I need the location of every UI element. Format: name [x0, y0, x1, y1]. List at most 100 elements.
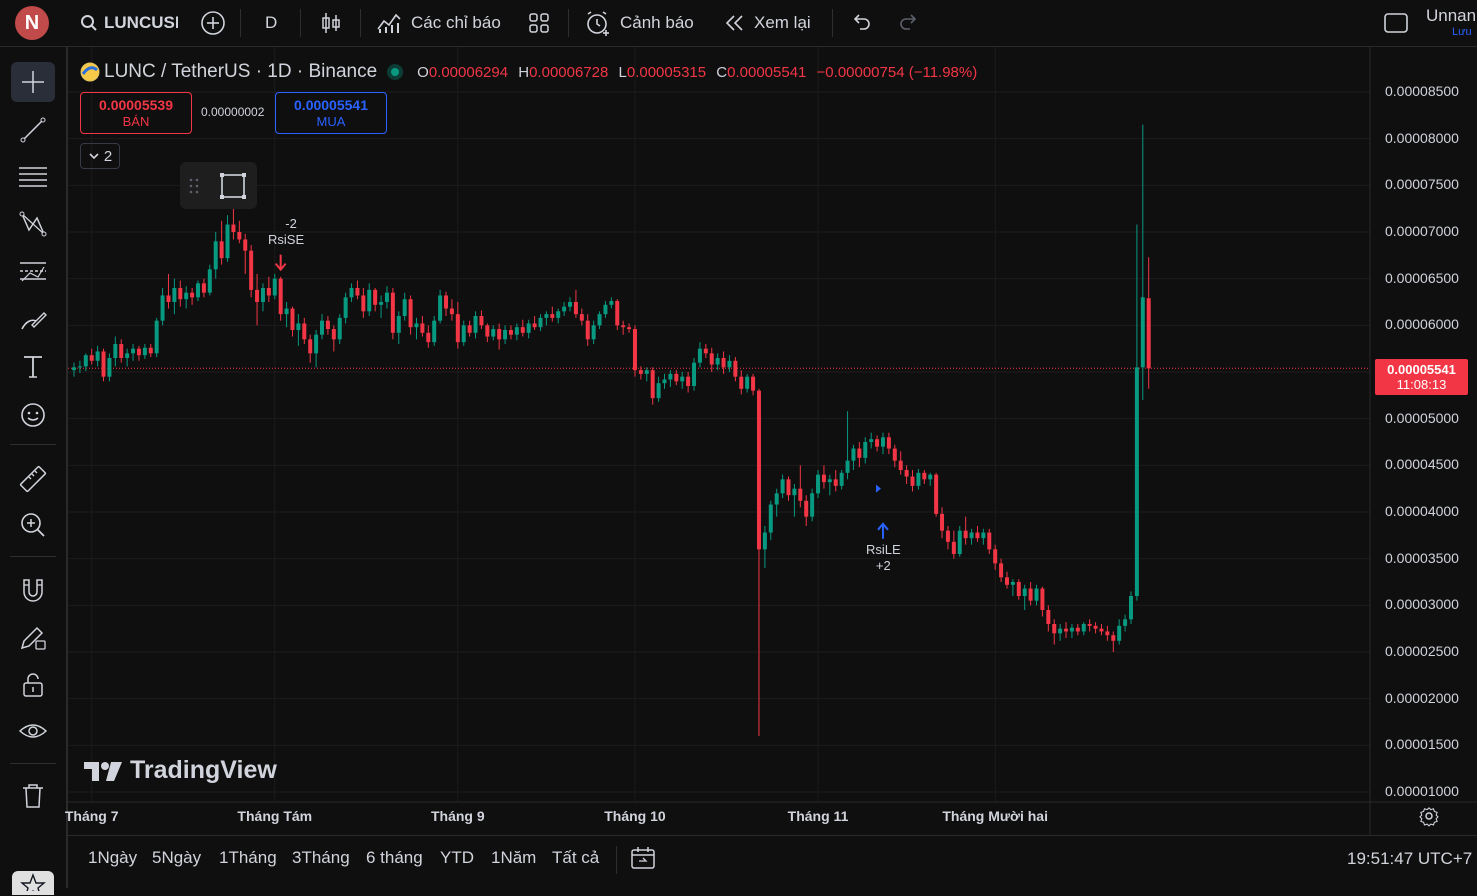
favorites-button[interactable]: [12, 871, 54, 896]
range-button[interactable]: Tất cả: [552, 848, 600, 867]
candle-body: [1058, 628, 1063, 634]
candle: [863, 437, 868, 464]
range-button[interactable]: 1Ngày: [88, 848, 138, 867]
settings-gear-icon: [1419, 807, 1439, 827]
chart-pane[interactable]: LUNC / TetherUS · 1D · Binance O0.000062…: [65, 47, 1477, 835]
templates-button[interactable]: [528, 0, 550, 46]
user-avatar[interactable]: N: [15, 6, 49, 40]
replay-button[interactable]: Xem lại: [724, 0, 811, 46]
candle-body: [1022, 588, 1027, 596]
measure-tool[interactable]: [11, 459, 55, 499]
separator: [616, 846, 617, 874]
forecast-tool[interactable]: [11, 252, 55, 292]
price-chart[interactable]: [68, 47, 1477, 835]
buy-button[interactable]: 0.00005541 MUA: [275, 92, 387, 134]
candle-body: [1093, 625, 1098, 629]
candle: [190, 288, 195, 305]
axis-settings-button[interactable]: [1418, 805, 1440, 832]
layout-button[interactable]: [1383, 0, 1409, 46]
pattern-tool[interactable]: [11, 204, 55, 244]
candle: [550, 306, 555, 322]
candle-body: [426, 332, 431, 343]
text-tool[interactable]: [11, 347, 55, 387]
trend-line-tool[interactable]: [11, 110, 55, 150]
chart-type-button[interactable]: [320, 0, 342, 46]
alerts-button[interactable]: Cảnh báo: [585, 0, 694, 46]
candle-body: [107, 358, 112, 377]
compare-button[interactable]: [200, 0, 226, 46]
fib-tool[interactable]: [11, 157, 55, 197]
brush-tool[interactable]: [11, 300, 55, 340]
lock-tool[interactable]: [11, 665, 55, 705]
clock-timezone[interactable]: 19:51:47 UTC+7: [1347, 849, 1473, 868]
candle-body: [668, 373, 673, 380]
emoji-tool[interactable]: [11, 395, 55, 435]
layout-title: Unnan: [1426, 6, 1477, 25]
delete-tool[interactable]: [11, 776, 55, 816]
drag-handle-icon[interactable]: [188, 176, 200, 196]
drawing-mode-tool[interactable]: [11, 617, 55, 657]
candle-body: [373, 289, 378, 305]
floating-drawing-toolbar[interactable]: [180, 162, 257, 209]
separator: [568, 9, 569, 37]
undo-button[interactable]: [850, 0, 872, 46]
candle-body: [709, 353, 714, 365]
candle-body: [1004, 577, 1009, 585]
time-tick-label: Tháng Tám: [237, 808, 313, 824]
market-status-icon[interactable]: [387, 64, 404, 80]
spread-value: 0.00000002: [201, 105, 265, 119]
candle: [715, 353, 720, 371]
crosshair-icon: [22, 71, 44, 93]
candle-body: [337, 317, 342, 340]
symbol-title[interactable]: LUNC / TetherUS · 1D · Binance: [104, 61, 378, 82]
select-rectangle-icon[interactable]: [218, 171, 248, 201]
candle-body: [314, 334, 319, 354]
range-button[interactable]: 1Năm: [491, 848, 537, 867]
range-button[interactable]: YTD: [440, 848, 474, 867]
candle: [1081, 622, 1086, 636]
candle: [686, 372, 691, 393]
candle-body: [1128, 596, 1133, 620]
candle-body: [916, 472, 921, 486]
range-button[interactable]: 3Tháng: [292, 848, 350, 867]
candle: [975, 526, 980, 542]
candle: [514, 323, 519, 341]
candle-body: [857, 448, 862, 458]
plus-circle-icon: [201, 11, 225, 35]
candle: [910, 470, 915, 492]
candle: [1093, 622, 1098, 634]
candle-body: [390, 292, 395, 333]
candle: [632, 325, 637, 377]
candle: [1146, 257, 1151, 389]
redo-button[interactable]: [898, 0, 920, 46]
indicators-collapse-button[interactable]: 2: [80, 143, 120, 169]
candle-body: [910, 476, 915, 486]
long-signal-label: RsiLE +2: [866, 542, 901, 574]
long-signal-qty: +2: [875, 558, 891, 573]
layout-name[interactable]: Unnan Lưu: [1426, 6, 1477, 38]
sell-button[interactable]: 0.00005539 BÁN: [80, 92, 192, 134]
candle-body: [408, 299, 413, 328]
zoom-tool[interactable]: [11, 505, 55, 545]
goto-date-button[interactable]: [630, 845, 656, 876]
candle-body: [934, 474, 939, 514]
indicators-button[interactable]: Các chỉ báo: [376, 0, 501, 46]
candle: [544, 311, 549, 326]
range-button[interactable]: 6 tháng: [366, 848, 423, 867]
interval-button[interactable]: D: [265, 0, 277, 46]
visibility-tool[interactable]: [11, 711, 55, 751]
crosshair-tool[interactable]: [11, 62, 55, 102]
chevron-down-icon: [89, 153, 99, 160]
candle: [520, 319, 525, 337]
range-button[interactable]: 5Ngày: [152, 848, 202, 867]
range-button[interactable]: 1Tháng: [219, 848, 277, 867]
calendar-icon: [631, 847, 655, 869]
time-axis[interactable]: Tháng 7 Tháng Tám Tháng 9 Tháng 10 Tháng 11 T…: [65, 802, 1370, 835]
candle-body: [733, 360, 738, 377]
candle: [414, 317, 419, 340]
magnet-tool[interactable]: [11, 570, 55, 610]
price-axis[interactable]: 0.00008500 0.00008000 0.00007500 0.00007000…: [1370, 47, 1477, 802]
candle: [302, 317, 307, 344]
candle-body: [184, 292, 189, 300]
